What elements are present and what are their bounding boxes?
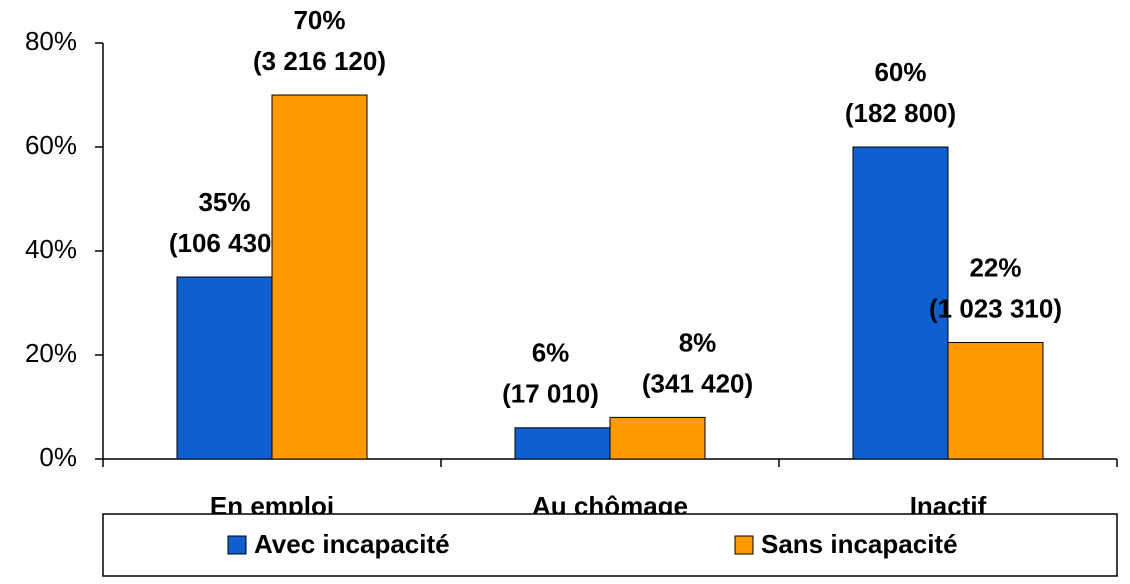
value-label: 70% <box>293 5 345 35</box>
y-tick-label: 60% <box>25 130 77 160</box>
bar <box>947 342 1044 460</box>
y-tick-label: 20% <box>25 338 77 368</box>
legend-swatch <box>734 535 754 555</box>
bar <box>176 276 273 460</box>
count-label: (3 216 120) <box>253 46 386 76</box>
value-label: 35% <box>198 187 250 217</box>
y-tick-label: 40% <box>25 234 77 264</box>
count-label: (341 420) <box>642 368 753 398</box>
value-label: 8% <box>679 327 717 357</box>
bar <box>271 94 368 460</box>
bar <box>609 416 706 460</box>
value-label: 60% <box>874 57 926 87</box>
value-label: 22% <box>969 252 1021 282</box>
legend-label: Sans incapacité <box>761 529 958 559</box>
count-label: (17 010) <box>502 379 599 409</box>
legend-label: Avec incapacité <box>254 529 450 559</box>
bar <box>514 427 611 460</box>
legend-box <box>102 513 1118 577</box>
count-label: (106 430) <box>169 228 280 258</box>
value-label: 6% <box>532 338 570 368</box>
y-tick-label: 0% <box>39 442 77 472</box>
y-tick-label: 80% <box>25 26 77 56</box>
bar <box>852 146 949 460</box>
count-label: (182 800) <box>845 98 956 128</box>
legend-swatch <box>227 535 247 555</box>
count-label: (1 023 310) <box>929 293 1062 323</box>
